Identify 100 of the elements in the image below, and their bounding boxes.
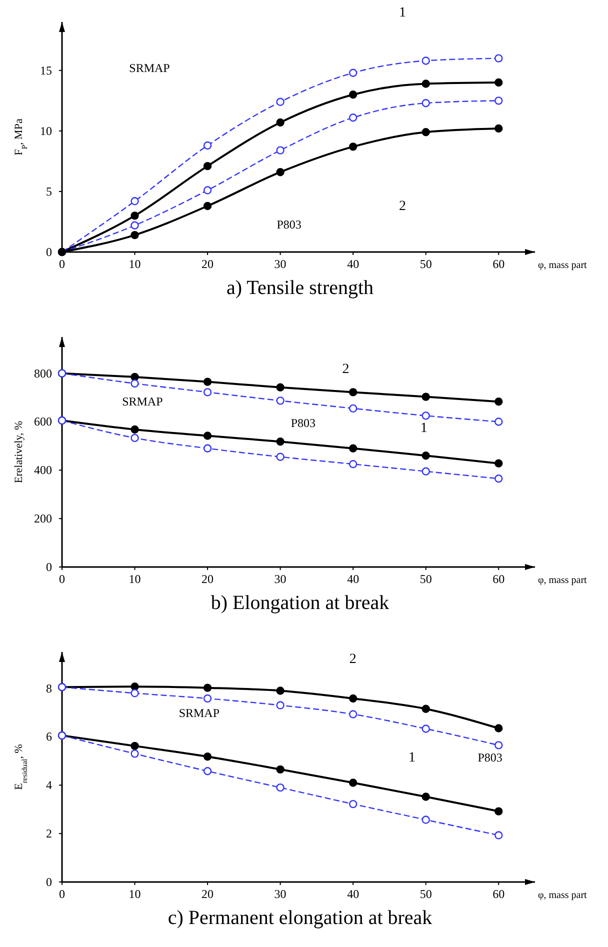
annotation: SRMAP	[129, 60, 170, 75]
x-axis-title: φ, mass part	[538, 260, 588, 271]
point	[203, 432, 212, 440]
y-tick-label: 2	[46, 826, 52, 841]
point	[494, 807, 503, 816]
point	[422, 392, 430, 401]
point	[494, 474, 503, 483]
x-tick-label: 60	[492, 887, 505, 901]
annotation: 2	[349, 652, 356, 667]
point	[494, 418, 503, 426]
x-axis-title: φ, mass part	[538, 890, 588, 901]
y-tick-label: 4	[46, 778, 52, 792]
point	[348, 694, 358, 703]
x-axis-title: φ, mass part	[538, 575, 588, 586]
point	[203, 378, 212, 386]
point	[203, 694, 212, 703]
x-tick-label: 0	[59, 572, 65, 586]
point	[348, 114, 358, 122]
x-tick-label: 50	[420, 887, 432, 901]
y-tick-label: 15	[40, 63, 52, 78]
point	[203, 444, 212, 452]
point	[422, 816, 430, 824]
y-tick-label: 6	[46, 730, 52, 744]
x-tick-label: 40	[347, 887, 360, 901]
point	[422, 792, 430, 801]
y-axis-title: Erelatively, %	[13, 420, 25, 484]
point	[203, 388, 212, 396]
annotation: 1	[420, 420, 428, 436]
x-tick-label: 30	[274, 887, 286, 901]
y-tick-label: 600	[34, 414, 52, 429]
text: c) Permanent elongation at break	[168, 907, 432, 929]
x-tick-label: 40	[347, 257, 360, 271]
point	[203, 141, 212, 150]
point	[276, 452, 284, 461]
point	[130, 221, 139, 230]
y-tick-label: 800	[34, 366, 52, 380]
point	[130, 434, 139, 442]
point	[348, 710, 358, 718]
point	[348, 778, 358, 787]
point	[203, 752, 212, 761]
point	[276, 146, 284, 154]
point	[422, 80, 430, 88]
point	[422, 412, 430, 420]
point	[276, 383, 284, 392]
point	[130, 197, 139, 206]
point	[276, 701, 284, 710]
annotation: 2	[399, 198, 406, 214]
point	[203, 684, 212, 692]
x-tick-label: 50	[420, 257, 432, 271]
point	[494, 78, 503, 87]
annotation: SRMAP	[178, 706, 220, 720]
x-tick-label: 0	[59, 887, 65, 901]
x-tick-label: 10	[128, 887, 141, 901]
point	[494, 124, 503, 133]
point	[422, 467, 430, 476]
point	[494, 96, 503, 105]
annotation: P803	[276, 217, 302, 232]
point	[494, 831, 503, 840]
point	[494, 54, 503, 62]
point	[203, 186, 212, 194]
point	[494, 398, 503, 406]
point	[276, 396, 284, 405]
text: b) Elongation at break	[210, 592, 390, 614]
point	[130, 379, 139, 388]
annotation: P803	[290, 416, 316, 430]
point	[130, 230, 139, 240]
y-tick-label: 10	[40, 124, 52, 138]
point	[276, 765, 284, 774]
point	[422, 56, 430, 65]
annotation: SRMAP	[122, 394, 164, 408]
point	[130, 742, 139, 750]
point	[348, 68, 358, 77]
x-tick-label: 30	[274, 572, 286, 586]
point	[348, 142, 358, 151]
point	[348, 404, 358, 413]
point	[130, 425, 139, 434]
point	[422, 724, 430, 733]
text: 1	[399, 6, 406, 21]
x-tick-label: 30	[274, 257, 286, 271]
y-tick-label: 0	[46, 560, 52, 574]
y-tick-label: 200	[34, 512, 52, 526]
point	[276, 437, 284, 446]
point	[130, 212, 139, 220]
point	[130, 682, 139, 691]
x-tick-label: 0	[59, 257, 65, 271]
point	[276, 686, 284, 695]
x-tick-label: 50	[420, 572, 432, 586]
point	[203, 767, 212, 776]
x-tick-label: 60	[492, 572, 505, 586]
point	[130, 750, 139, 758]
y-tick-label: 0	[46, 875, 52, 889]
point	[203, 162, 212, 170]
x-tick-label: 10	[128, 572, 141, 586]
point	[276, 98, 284, 106]
point	[276, 118, 284, 127]
y-tick-label: 0	[46, 245, 52, 259]
point	[348, 388, 358, 396]
x-tick-label: 40	[347, 572, 360, 586]
x-tick-label: 20	[202, 572, 214, 586]
point	[348, 460, 358, 468]
